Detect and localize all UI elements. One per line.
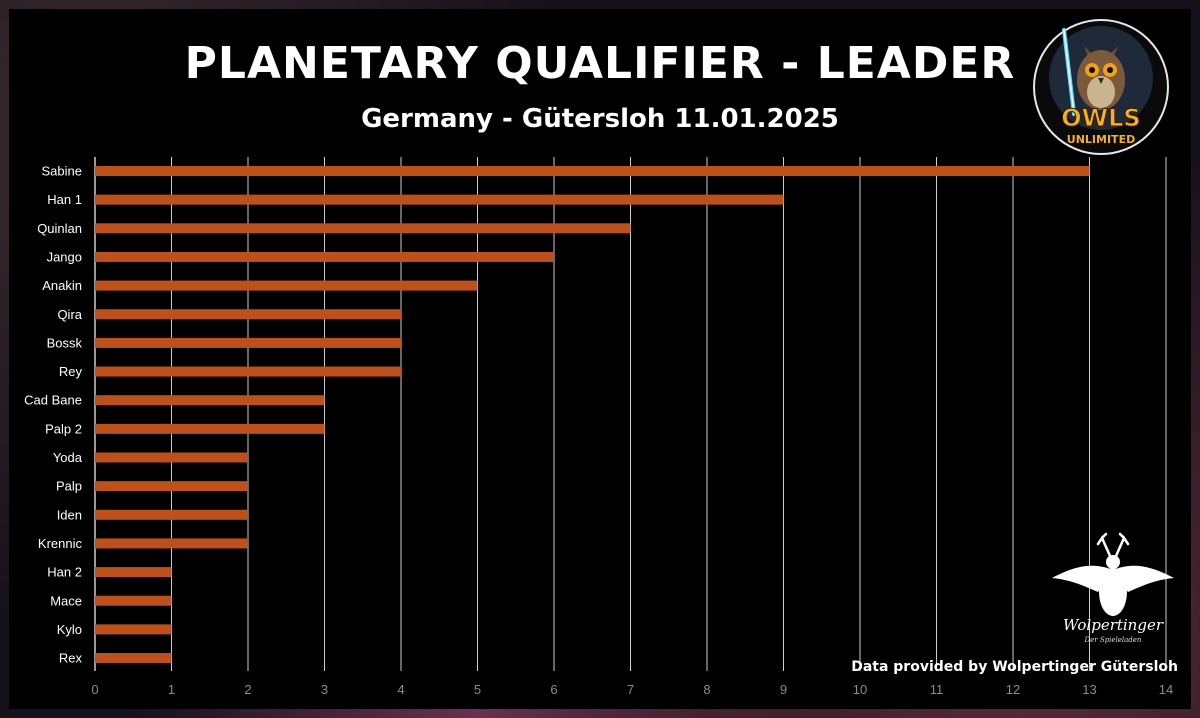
x-tick-label: 13 bbox=[1082, 682, 1096, 697]
category-label: Palp bbox=[56, 479, 82, 494]
bar bbox=[95, 567, 172, 578]
wolpertinger-logo-text: Wolpertinger bbox=[1063, 616, 1164, 634]
category-label: Sabine bbox=[42, 164, 82, 179]
category-labels: Sabine Han 1 Quinlan Jango Anakin Qira Bossk Re… bbox=[24, 164, 83, 666]
category-label: Iden bbox=[57, 507, 82, 522]
category-label: Anakin bbox=[42, 278, 82, 293]
bar bbox=[95, 452, 248, 463]
category-label: Rex bbox=[59, 651, 83, 666]
bar bbox=[95, 538, 248, 549]
bar bbox=[95, 624, 172, 635]
x-tick-label: 0 bbox=[91, 682, 98, 697]
category-label: Jango bbox=[47, 249, 82, 264]
x-tick-label: 2 bbox=[244, 682, 251, 697]
x-tick-label: 9 bbox=[780, 682, 787, 697]
x-tick-labels: 0 1 2 3 4 5 6 7 8 9 10 11 12 13 14 bbox=[91, 682, 1173, 697]
x-tick-label: 3 bbox=[321, 682, 328, 697]
bar bbox=[95, 595, 172, 606]
wolpertinger-logo-subtext: Der Spieleladen bbox=[1084, 636, 1142, 644]
x-tick-label: 11 bbox=[930, 682, 944, 697]
x-tick-label: 5 bbox=[474, 682, 481, 697]
category-label: Han 1 bbox=[47, 192, 82, 207]
bar bbox=[95, 653, 172, 664]
category-label: Rey bbox=[59, 364, 83, 379]
bar bbox=[95, 481, 248, 492]
bar bbox=[95, 337, 401, 348]
bar bbox=[95, 309, 401, 320]
x-tick-label: 12 bbox=[1006, 682, 1020, 697]
grid-lines bbox=[94, 157, 1167, 671]
category-label: Cad Bane bbox=[24, 393, 82, 408]
category-label: Qira bbox=[57, 307, 82, 322]
x-tick-label: 14 bbox=[1159, 682, 1173, 697]
x-tick-label: 8 bbox=[703, 682, 710, 697]
x-tick-label: 1 bbox=[168, 682, 175, 697]
owls-logo-text: OWLS bbox=[1061, 104, 1140, 132]
data-credit: Data provided by Wolpertinger Gütersloh bbox=[851, 659, 1178, 675]
bar bbox=[95, 423, 325, 434]
x-tick-label: 7 bbox=[627, 682, 634, 697]
bars bbox=[95, 166, 1090, 664]
category-label: Krennic bbox=[38, 536, 83, 551]
bar bbox=[95, 509, 248, 520]
x-tick-label: 10 bbox=[853, 682, 867, 697]
category-label: Kylo bbox=[57, 622, 82, 637]
bar bbox=[95, 395, 325, 406]
owls-unlimited-logo: OWLS UNLIMITED bbox=[1033, 19, 1169, 155]
bar bbox=[95, 251, 554, 262]
category-label: Quinlan bbox=[37, 221, 82, 236]
bar bbox=[95, 280, 478, 291]
owls-logo-subtext: UNLIMITED bbox=[1067, 133, 1135, 146]
chart-panel bbox=[9, 9, 1191, 709]
category-label: Mace bbox=[50, 593, 82, 608]
category-label: Yoda bbox=[53, 450, 83, 465]
category-label: Han 2 bbox=[47, 565, 82, 580]
bar bbox=[95, 223, 631, 234]
x-tick-label: 6 bbox=[550, 682, 557, 697]
chart-subtitle: Germany - Gütersloh 11.01.2025 bbox=[361, 104, 839, 134]
bar bbox=[95, 366, 401, 377]
x-tick-label: 4 bbox=[397, 682, 404, 697]
chart-title: PLANETARY QUALIFIER - LEADER bbox=[184, 38, 1016, 89]
category-label: Palp 2 bbox=[45, 421, 82, 436]
bar bbox=[95, 194, 784, 205]
bar bbox=[95, 166, 1090, 176]
wolpertinger-logo: Wolpertinger Der Spieleladen bbox=[1052, 532, 1174, 644]
category-label: Bossk bbox=[47, 335, 83, 350]
